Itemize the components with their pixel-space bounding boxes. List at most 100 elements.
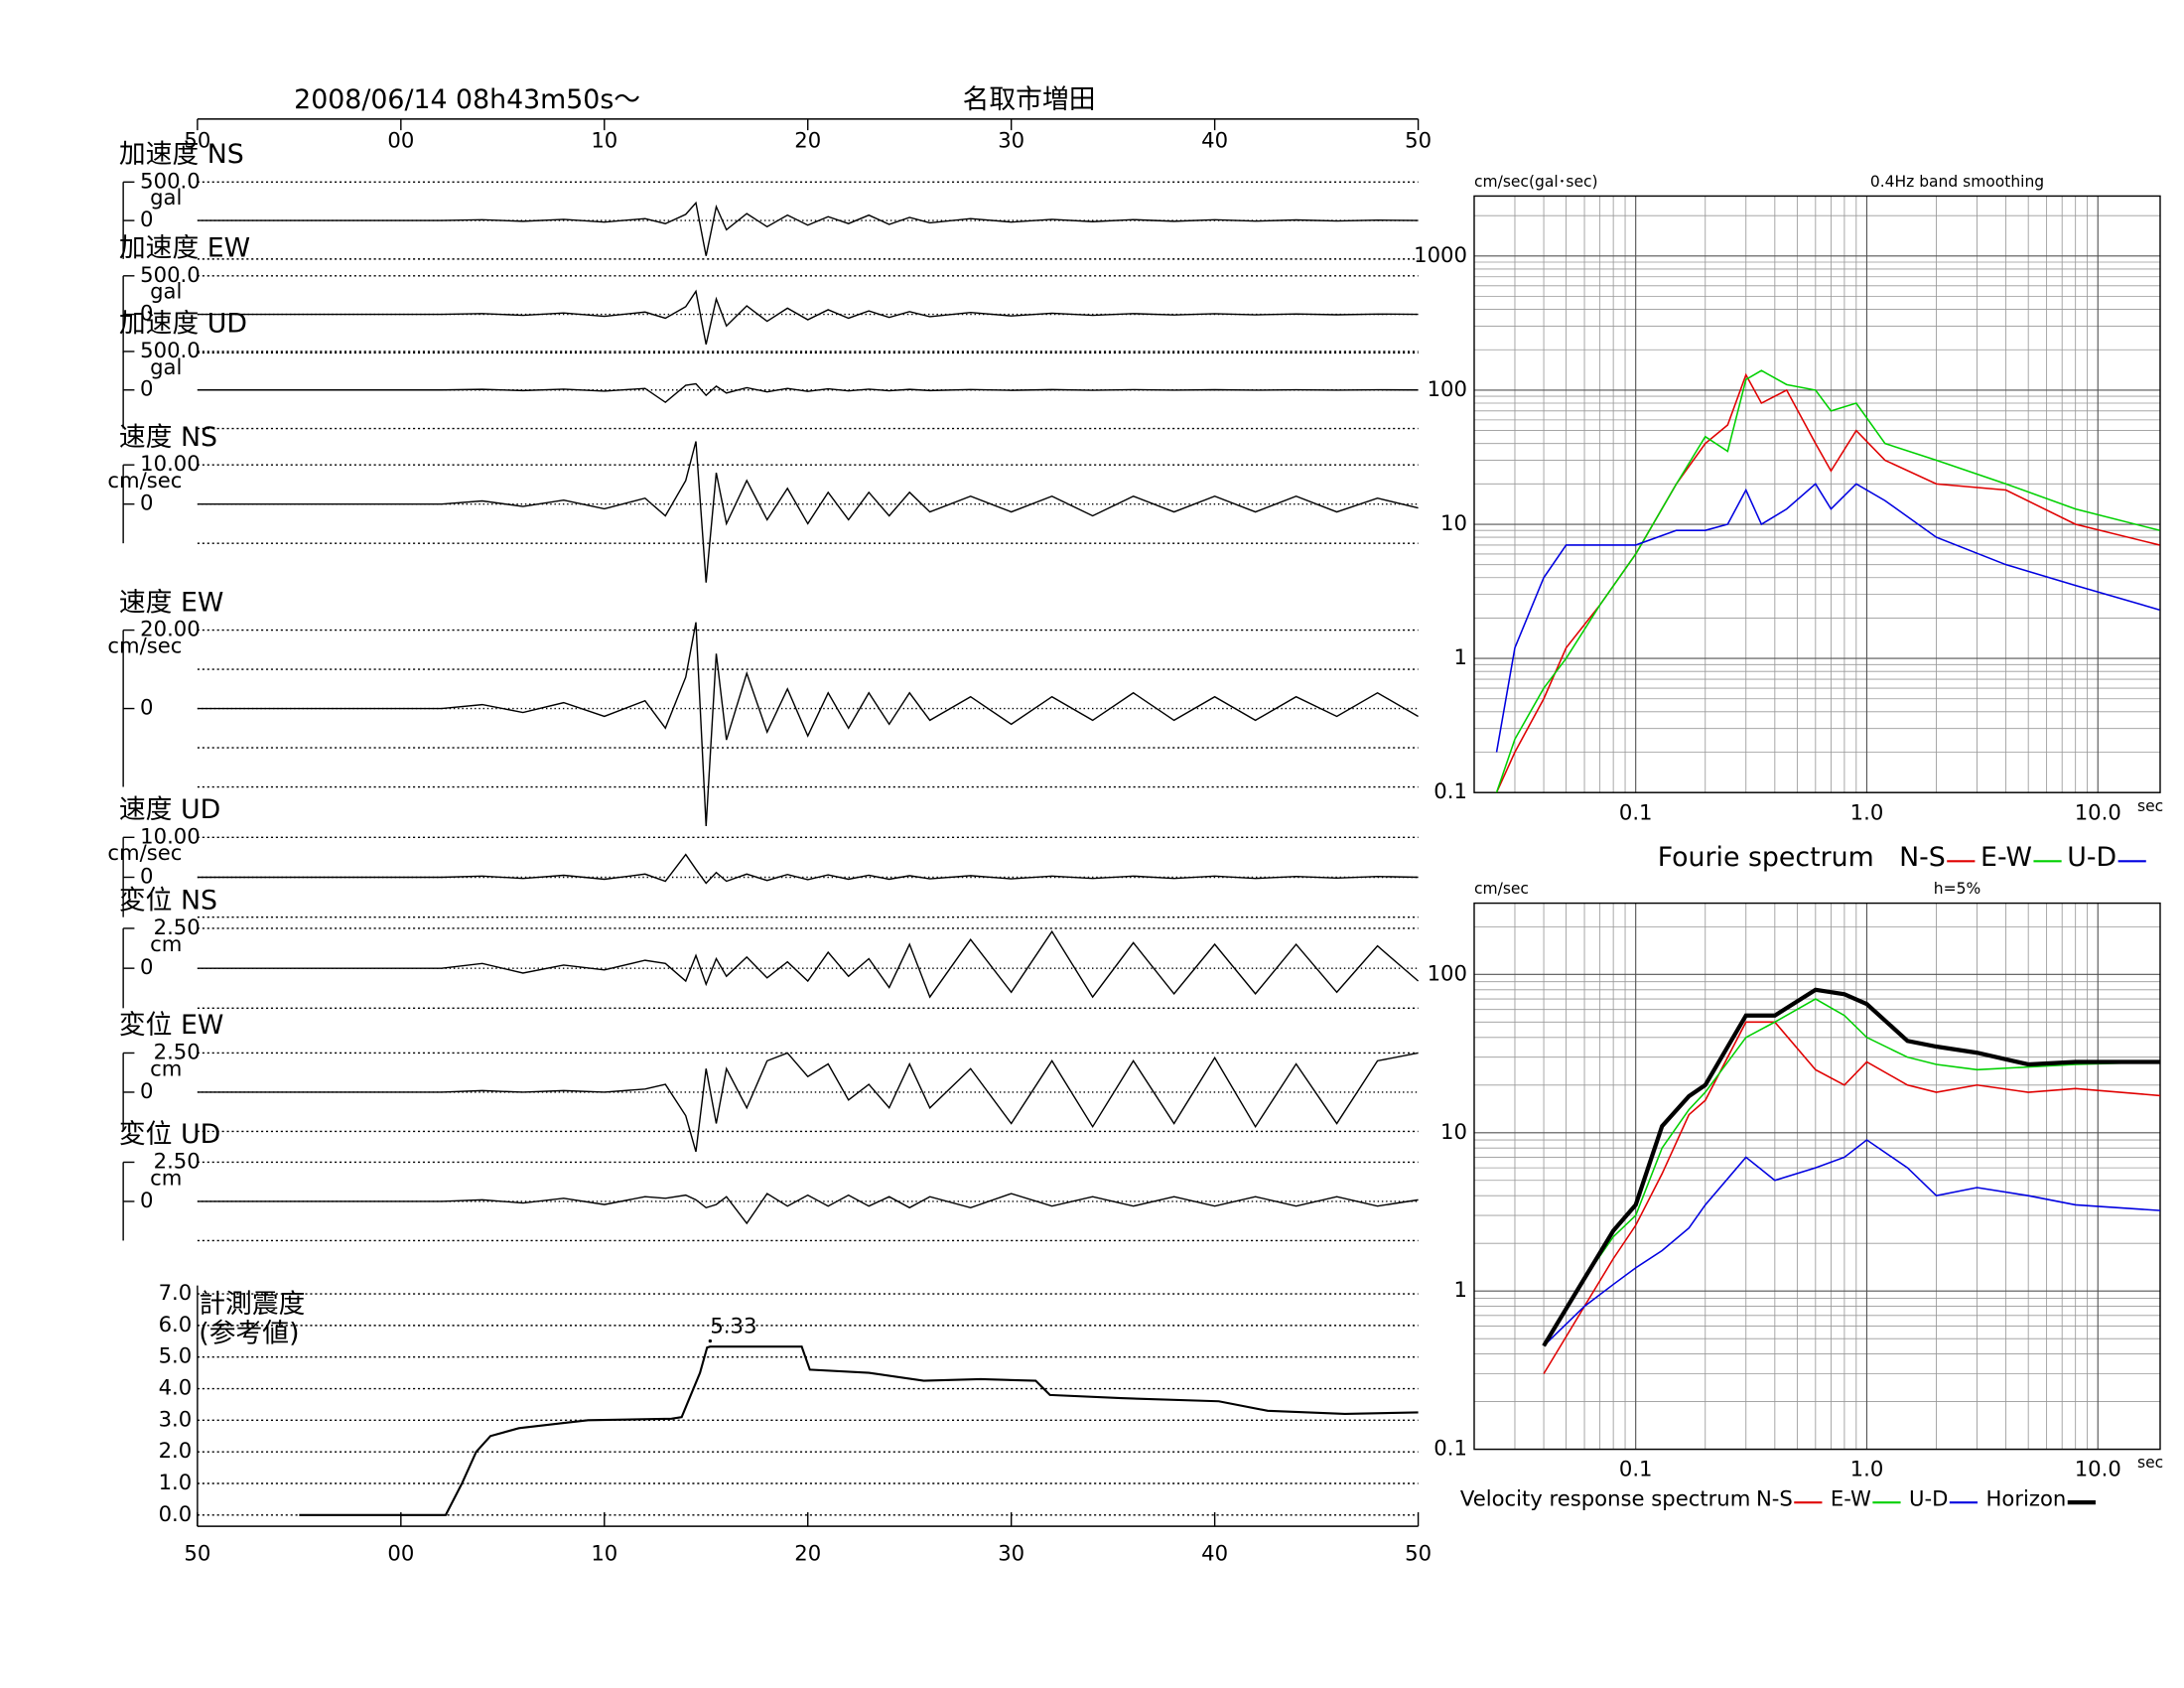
- legend-label: N-S: [1899, 842, 1946, 873]
- y-axis-unit: cm/sec: [1474, 880, 1529, 898]
- trace-title: 加速度 UD: [119, 309, 247, 340]
- y-tick-label: 7.0: [159, 1280, 193, 1305]
- trace-title: 変位 NS: [119, 886, 217, 916]
- y-tick-label: 3.0: [159, 1406, 193, 1431]
- spectrum-line: [1542, 987, 2160, 1347]
- y-tick-label: 0: [140, 207, 153, 231]
- trace-title: 変位 UD: [119, 1119, 220, 1150]
- y-tick-label: 2.50: [154, 1148, 201, 1173]
- station-name: 名取市増田: [963, 84, 1096, 115]
- x-tick-label: 1.0: [1850, 799, 1884, 824]
- y-tick-label: 2.50: [154, 914, 201, 939]
- y-tick-label: 0: [140, 376, 153, 401]
- trace-unit: gal: [150, 354, 182, 379]
- y-tick-label: 6.0: [159, 1312, 193, 1336]
- y-tick-label: 0: [140, 954, 153, 979]
- y-tick-label: 0: [140, 1188, 153, 1212]
- trace-title: 速度 EW: [119, 587, 223, 618]
- y-tick-label: 1: [1453, 1277, 1466, 1302]
- x-tick-label: 20: [794, 127, 821, 152]
- y-tick-label: 1000: [1414, 242, 1467, 267]
- spectrum-line: [1495, 369, 2160, 793]
- x-axis-unit: sec: [2137, 797, 2163, 815]
- y-tick-label: 10.00: [140, 451, 201, 476]
- waveform: [197, 929, 1420, 999]
- y-tick-label: 20.00: [140, 617, 201, 641]
- legend-label: U-D: [2067, 842, 2116, 873]
- waveform: [197, 853, 1419, 885]
- spectrum-lines: [1495, 369, 2160, 793]
- waveform: [197, 201, 1419, 256]
- peak-label: 5.33: [710, 1313, 756, 1337]
- spectrum-line: [1543, 998, 2160, 1346]
- y-tick-label: 1: [1453, 644, 1466, 669]
- x-tick-label: 10: [591, 1540, 617, 1565]
- trace-unit: cm: [150, 1055, 182, 1080]
- y-tick-label: 2.0: [159, 1438, 193, 1463]
- trace-title: 加速度 NS: [119, 139, 244, 170]
- x-tick-label: 30: [998, 1540, 1024, 1565]
- legend-label: U-D: [1909, 1485, 1948, 1510]
- legend-label: N-S: [1756, 1485, 1793, 1510]
- y-tick-label: 0: [140, 863, 153, 888]
- y-tick-label: 100: [1428, 960, 1467, 985]
- y-tick-label: 4.0: [159, 1375, 193, 1400]
- x-tick-label: 50: [184, 1540, 210, 1565]
- intensity-subtitle: (参考値): [199, 1318, 299, 1348]
- waveform: [197, 289, 1419, 345]
- trace-unit: gal: [150, 279, 182, 304]
- spectrum-line: [1495, 372, 2160, 793]
- y-tick-label: 500.0: [140, 338, 201, 362]
- spectrum-line: [1543, 1021, 2160, 1374]
- x-tick-label: 50: [1405, 127, 1432, 152]
- spectrum-note: 0.4Hz band smoothing: [1870, 173, 2044, 191]
- y-tick-label: 0.1: [1433, 778, 1467, 803]
- legend-title: Velocity response spectrum: [1460, 1485, 1750, 1510]
- waveform: [197, 382, 1419, 404]
- x-tick-label: 30: [998, 127, 1024, 152]
- y-tick-label: 10.00: [140, 823, 201, 848]
- peak-marker: [708, 1338, 713, 1343]
- x-axis-unit: sec: [2137, 1454, 2163, 1472]
- trace-unit: cm/sec: [107, 468, 182, 492]
- waveform: [197, 441, 1419, 583]
- legend-label: Horizon: [1986, 1485, 2067, 1510]
- spectrum-line: [1495, 483, 2160, 753]
- y-tick-label: 100: [1428, 376, 1467, 401]
- y-tick-label: 0.1: [1433, 1436, 1467, 1461]
- spectrum-note: h=5%: [1934, 880, 1980, 898]
- trace-title: 加速度 EW: [119, 233, 250, 264]
- x-tick-label: 50: [1405, 1540, 1432, 1565]
- y-tick-label: 1.0: [159, 1470, 193, 1494]
- trace-title: 速度 NS: [119, 422, 217, 453]
- y-tick-label: 0: [140, 301, 153, 326]
- x-tick-label: 00: [387, 1540, 414, 1565]
- y-tick-label: 5.0: [159, 1343, 193, 1368]
- intensity-line: [299, 1345, 1419, 1516]
- y-tick-label: 500.0: [140, 262, 201, 287]
- waveform: [197, 622, 1419, 827]
- trace-title: 速度 UD: [119, 794, 220, 825]
- x-tick-label: 1.0: [1850, 1457, 1884, 1481]
- trace-unit: cm: [150, 1165, 182, 1190]
- x-tick-label: 10.0: [2075, 1457, 2121, 1481]
- spectrum-line: [1543, 1139, 2160, 1346]
- x-tick-label: 20: [794, 1540, 821, 1565]
- y-tick-label: 0: [140, 695, 153, 720]
- y-axis-unit: cm/sec(gal･sec): [1474, 173, 1598, 191]
- y-tick-label: 0: [140, 1078, 153, 1103]
- plot-frame: [1473, 195, 2161, 793]
- y-tick-label: 0: [140, 491, 153, 515]
- waveform: [197, 1193, 1419, 1225]
- y-tick-label: 0.0: [159, 1501, 193, 1526]
- y-tick-label: 10: [1440, 1119, 1467, 1144]
- trace-unit: cm/sec: [107, 840, 182, 865]
- trace-unit: cm: [150, 931, 182, 956]
- legend-title: Fourie spectrum: [1658, 842, 1874, 873]
- x-tick-label: 10.0: [2075, 799, 2121, 824]
- trace-unit: cm/sec: [107, 633, 182, 658]
- x-tick-label: 40: [1201, 1540, 1228, 1565]
